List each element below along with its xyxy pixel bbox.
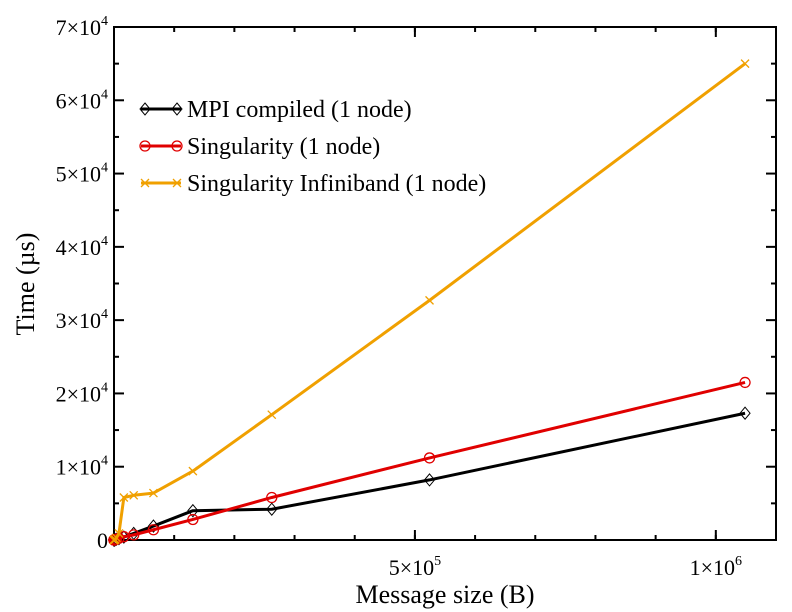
data-point <box>172 178 182 188</box>
data-point <box>171 140 183 152</box>
data-point <box>425 295 434 305</box>
y-tick-label: 7×104 <box>56 14 108 40</box>
y-tick-label: 5×104 <box>56 161 108 187</box>
y-tick-label-mantissa: 0 <box>97 528 108 553</box>
axis-ticks: 01×1042×1043×1044×1045×1046×1047×1045×10… <box>56 14 776 580</box>
y-tick-label-mantissa: 5×10 <box>56 162 101 187</box>
data-point <box>148 488 158 498</box>
x-axis-label: Message size (B) <box>355 580 534 609</box>
legend-label: MPI compiled (1 node) <box>187 97 412 123</box>
data-point <box>147 519 160 533</box>
series-line <box>112 411 746 542</box>
y-tick-label-mantissa: 4×10 <box>56 235 101 260</box>
y-axis-label: Time (µs) <box>11 233 40 336</box>
legend-label: Singularity (1 node) <box>187 134 380 160</box>
series-group <box>108 406 751 547</box>
y-tick-label-mantissa: 3×10 <box>56 308 101 333</box>
data-point <box>171 102 183 116</box>
data-point <box>266 502 278 517</box>
y-tick-label-exponent: 4 <box>101 454 108 469</box>
data-point <box>187 513 199 526</box>
y-tick-label-exponent: 4 <box>101 307 108 322</box>
legend: MPI compiled (1 node) Singularity (1 node… <box>139 97 486 197</box>
y-tick-label: 1×104 <box>56 454 108 480</box>
data-point <box>739 406 751 420</box>
legend-entry: Singularity (1 node) <box>139 134 380 160</box>
data-point <box>187 503 199 518</box>
data-point <box>267 410 277 420</box>
x-tick-label-mantissa: 5×10 <box>389 555 434 580</box>
y-tick-label: 4×104 <box>56 234 108 260</box>
y-tick-label-mantissa: 6×10 <box>56 88 101 113</box>
y-tick-label-exponent: 4 <box>101 14 108 29</box>
y-tick-label: 0 <box>97 528 108 553</box>
y-tick-label-exponent: 4 <box>101 87 108 102</box>
y-tick-label-mantissa: 2×10 <box>56 381 101 406</box>
y-tick-label-exponent: 4 <box>101 380 108 395</box>
data-point <box>140 178 150 188</box>
x-tick-label: 1×106 <box>690 554 742 580</box>
data-point <box>128 529 140 541</box>
y-tick-label: 2×104 <box>56 380 108 406</box>
y-tick-label-exponent: 4 <box>101 161 108 176</box>
x-tick-label-exponent: 6 <box>735 554 742 569</box>
x-tick-label: 5×105 <box>389 554 441 580</box>
data-point <box>114 528 124 538</box>
legend-entry: MPI compiled (1 node) <box>139 97 412 123</box>
data-point <box>139 140 151 152</box>
y-tick-label-exponent: 4 <box>101 234 108 249</box>
y-tick-label-mantissa: 7×10 <box>56 15 101 40</box>
x-tick-label-exponent: 5 <box>434 554 441 569</box>
data-point <box>119 493 129 502</box>
data-point <box>147 524 160 536</box>
y-tick-label: 6×104 <box>56 87 108 113</box>
x-tick-label-mantissa: 1×10 <box>690 555 735 580</box>
data-point <box>423 473 436 487</box>
data-point <box>112 533 121 543</box>
data-point <box>739 376 751 389</box>
data-point <box>266 491 278 504</box>
data-point <box>740 59 750 69</box>
data-point <box>139 102 151 116</box>
data-point <box>423 452 436 464</box>
legend-label: Singularity Infiniband (1 node) <box>187 171 486 197</box>
legend-entry: Singularity Infiniband (1 node) <box>140 171 486 197</box>
series-layer <box>108 59 751 547</box>
data-point <box>129 490 139 500</box>
series-group <box>109 59 750 545</box>
y-tick-label: 3×104 <box>56 307 108 333</box>
y-tick-label-mantissa: 1×10 <box>56 455 101 480</box>
data-point <box>188 466 198 476</box>
